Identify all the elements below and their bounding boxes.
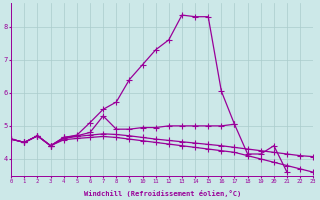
X-axis label: Windchill (Refroidissement éolien,°C): Windchill (Refroidissement éolien,°C) <box>84 190 241 197</box>
